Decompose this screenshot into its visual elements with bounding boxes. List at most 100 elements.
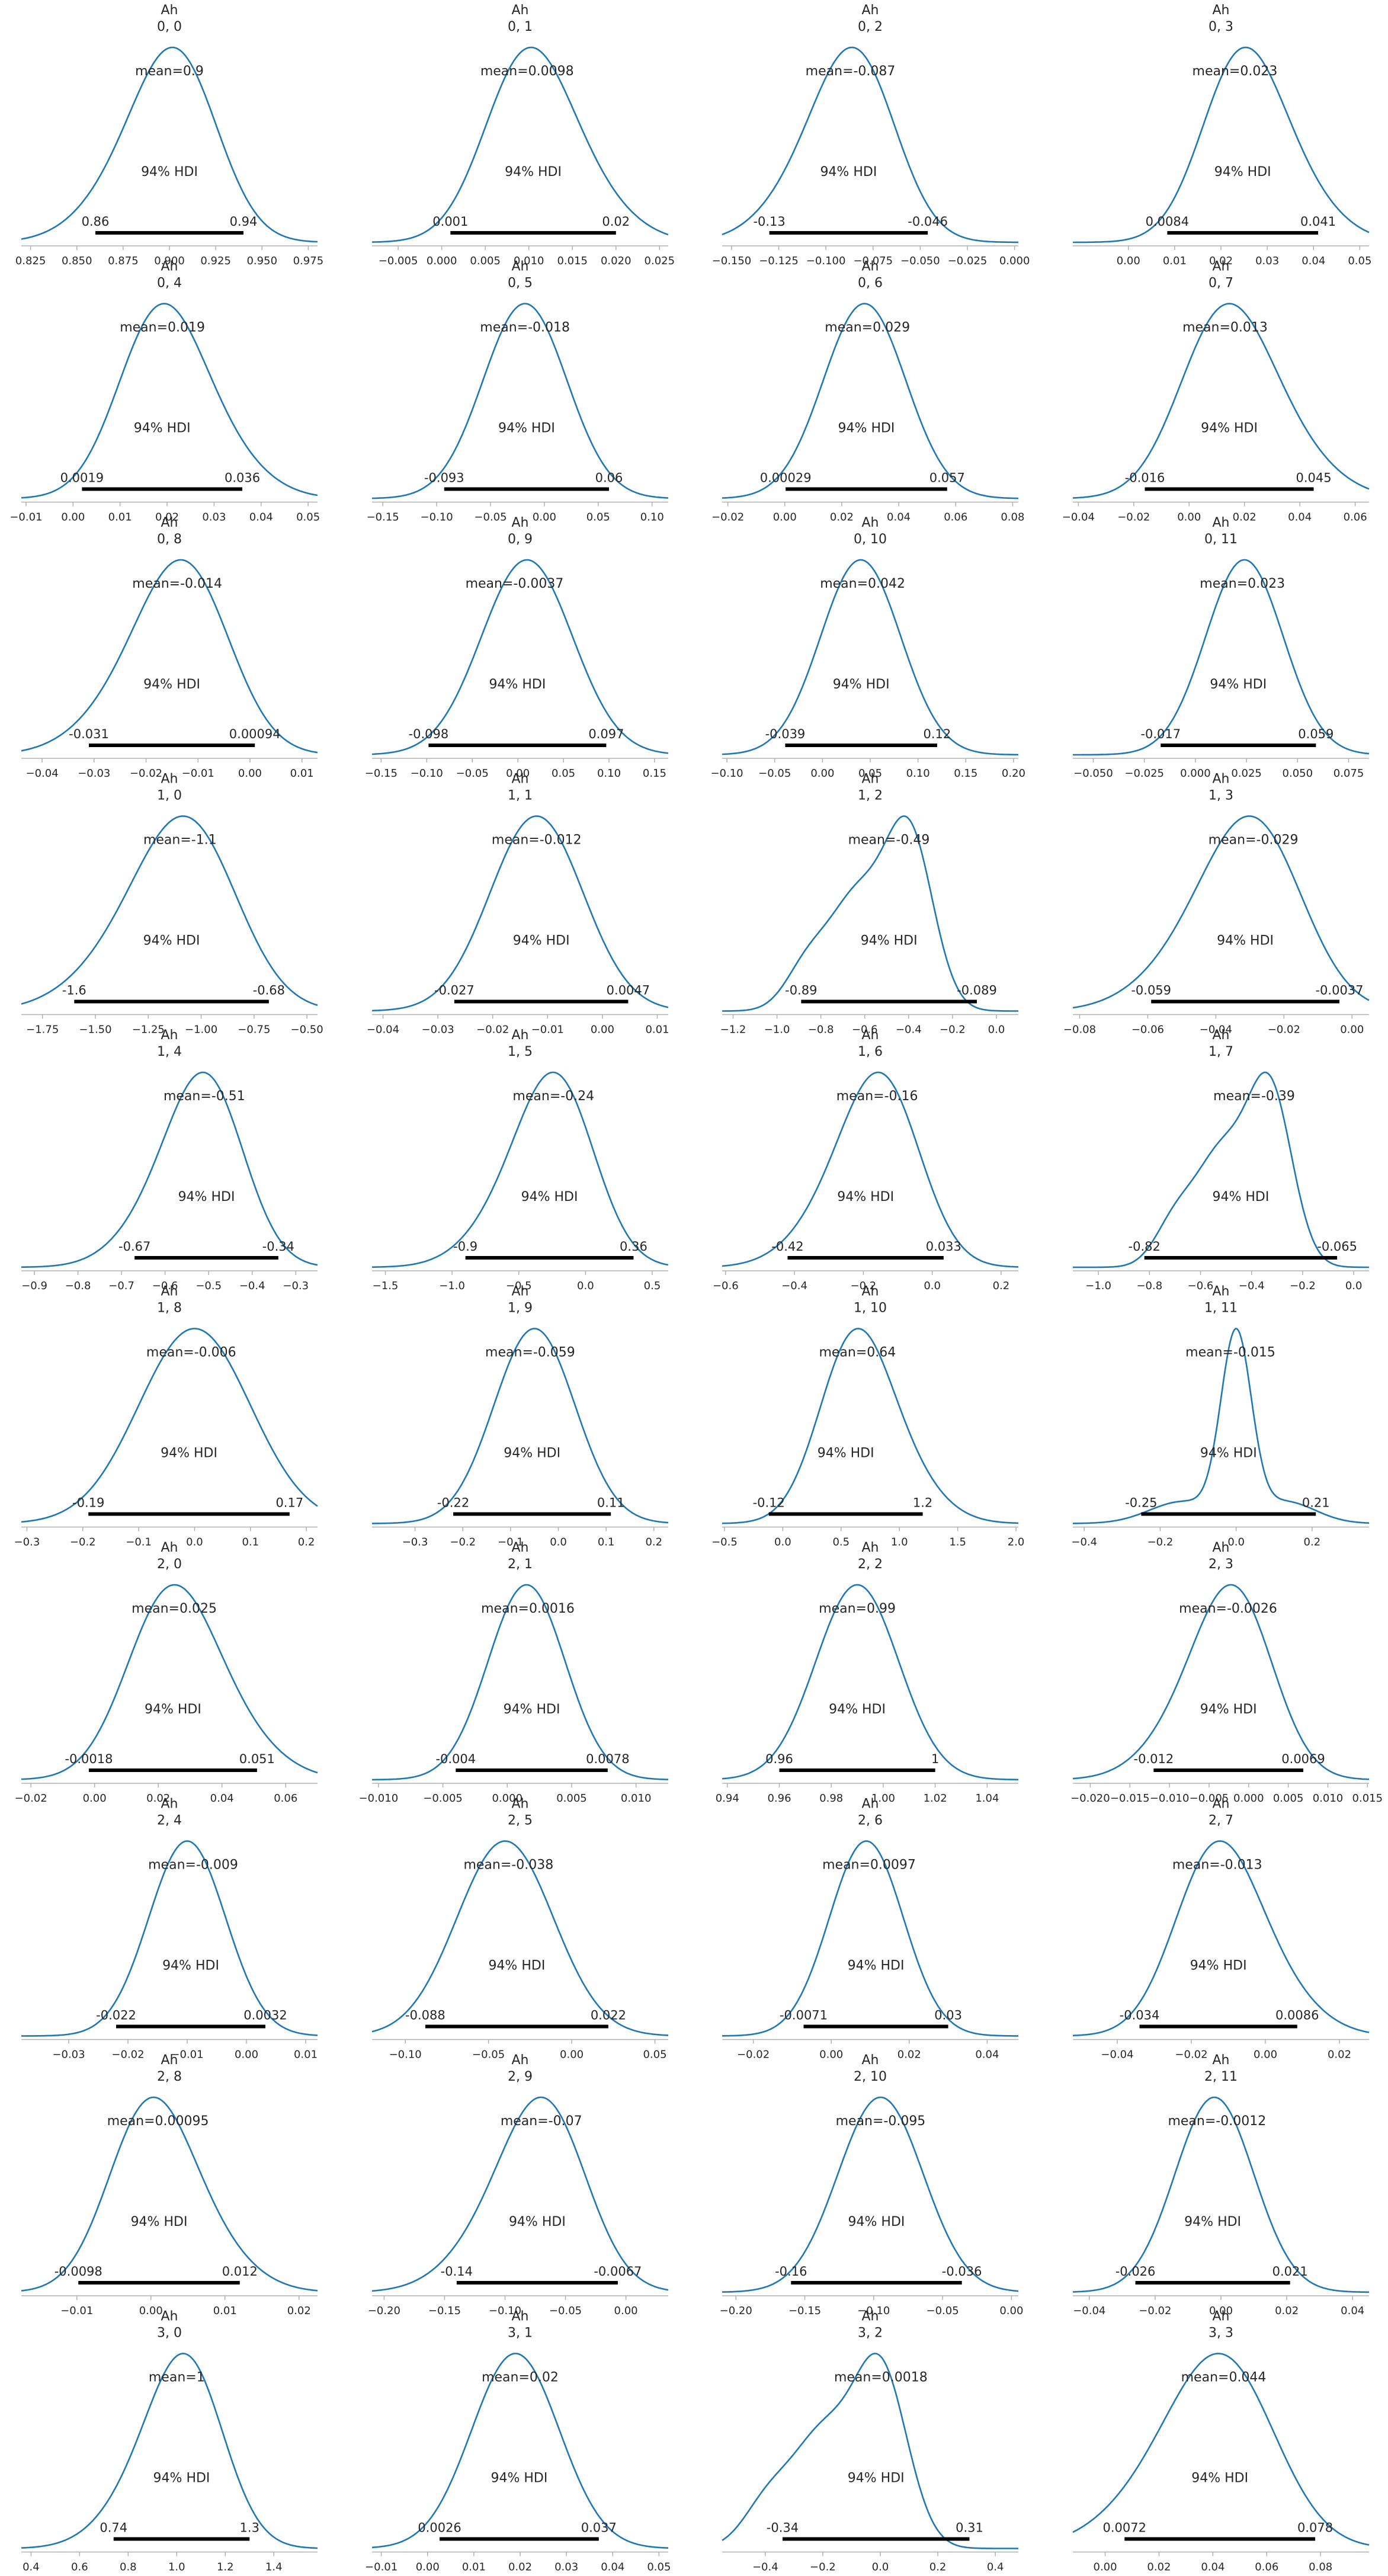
density-panel: Ah 1, 3 mean=-0.029 94% HDI -0.059 -0.0037 −0.… — [1063, 772, 1370, 1036]
hdi-label: 94% HDI — [848, 2471, 905, 2486]
hdi-label: 94% HDI — [1217, 934, 1274, 949]
density-curve — [372, 46, 669, 243]
panel-var-title: Ah — [512, 3, 529, 18]
hdi-upper-label: 0.0078 — [586, 1752, 629, 1766]
density-curve — [722, 1071, 1019, 1268]
density-panel: Ah 0, 2 mean=-0.087 94% HDI -0.13 -0.046 −0.15… — [712, 3, 1030, 267]
x-tick-label: −0.125 — [759, 255, 799, 267]
hdi-upper-label: 0.059 — [1298, 727, 1333, 741]
x-tick-label: 0.015 — [557, 255, 588, 267]
mean-label: mean=0.0097 — [822, 1858, 916, 1873]
panel-coords-title: 0, 1 — [508, 20, 533, 34]
x-tick-label: 0.0 — [988, 1024, 1005, 1036]
x-tick-label: −0.03 — [78, 767, 110, 780]
hdi-label: 94% HDI — [1200, 1702, 1257, 1717]
density-curve — [371, 303, 669, 499]
panel-var-title: Ah — [512, 1797, 529, 1812]
panel-coords-title: 0, 11 — [1204, 532, 1238, 547]
x-tick-label: −0.2 — [940, 1024, 966, 1036]
x-tick-label: −0.02 — [1175, 2049, 1207, 2061]
panel-var-title: Ah — [512, 2053, 529, 2068]
x-tick-label: −0.2 — [810, 2561, 836, 2574]
density-panel: Ah 2, 6 mean=0.0097 94% HDI -0.0071 0.03 −0.02… — [722, 1797, 1018, 2061]
x-tick-label: −0.6 — [852, 1024, 878, 1036]
hdi-upper-label: 0.0086 — [1275, 2008, 1319, 2023]
x-tick-label: 0.04 — [210, 1792, 234, 1805]
panel-coords-title: 1, 11 — [1204, 1301, 1238, 1316]
x-tick-label: 0.015 — [1352, 1792, 1383, 1805]
mean-label: mean=-0.087 — [806, 64, 896, 79]
x-tick-label: 0.04 — [249, 511, 273, 524]
x-tick-label: 0.04 — [601, 2561, 624, 2574]
x-tick-label: −0.06 — [1131, 1024, 1164, 1036]
mean-label: mean=0.019 — [120, 321, 205, 335]
x-tick-label: −0.10 — [710, 767, 743, 780]
x-tick-label: 0.010 — [514, 255, 544, 267]
density-panel: Ah 1, 8 mean=-0.006 94% HDI -0.19 0.17 −0.3 −0.… — [14, 1284, 318, 1549]
x-tick-label: −1.00 — [185, 1024, 217, 1036]
x-tick-label: 0.6 — [71, 2561, 88, 2574]
mean-label: mean=0.02 — [482, 2370, 559, 2385]
x-tick-label: 0.1 — [242, 1536, 259, 1549]
x-tick-label: −0.8 — [808, 1024, 834, 1036]
x-tick-label: −0.8 — [1136, 1280, 1162, 1292]
x-tick-label: 0.06 — [1344, 511, 1367, 524]
density-curve — [1073, 46, 1370, 243]
x-tick-label: 0.94 — [716, 1792, 739, 1805]
x-tick-label: −0.010 — [359, 1792, 399, 1805]
hdi-lower-label: -0.059 — [1131, 983, 1171, 998]
x-tick-label: −1.50 — [79, 1024, 111, 1036]
hdi-upper-label: 1.2 — [913, 1496, 932, 1510]
x-tick-label: 0.0 — [550, 1536, 567, 1549]
density-curve — [21, 559, 318, 754]
x-tick-label: −0.020 — [1070, 1792, 1110, 1805]
hdi-label: 94% HDI — [161, 1446, 217, 1461]
x-tick-label: −0.03 — [52, 2049, 85, 2061]
x-tick-label: −0.05 — [549, 2305, 582, 2317]
hdi-lower-label: 0.74 — [100, 2521, 127, 2535]
panel-coords-title: 2, 6 — [858, 1814, 883, 1828]
density-panel: Ah 1, 5 mean=-0.24 94% HDI -0.9 0.36 −1.5 −1.0 −… — [372, 1028, 669, 1292]
x-tick-label: −0.05 — [472, 2049, 505, 2061]
hdi-lower-label: -0.34 — [767, 2521, 799, 2535]
hdi-label: 94% HDI — [818, 1446, 874, 1461]
hdi-lower-label: -0.098 — [409, 727, 449, 741]
hdi-lower-label: -0.034 — [1120, 2008, 1160, 2023]
x-tick-label: −1.0 — [764, 1024, 790, 1036]
density-curve — [722, 303, 1019, 499]
x-tick-label: 0.08 — [1309, 2561, 1332, 2574]
density-curve — [1072, 2353, 1370, 2546]
density-curve — [1072, 303, 1370, 499]
x-tick-label: 0.02 — [1328, 2049, 1351, 2061]
density-panel: Ah2, 8 mean=0.00095 94% HDI -0.0098 0.012 −0.… — [21, 2053, 318, 2317]
panel-var-title: Ah — [161, 3, 178, 18]
mean-label: mean=0.64 — [819, 1345, 896, 1360]
x-tick-label: 0.050 — [1283, 767, 1313, 780]
density-panel: Ah2, 11 mean=-0.0012 94% HDI -0.026 0.021 −0.… — [1072, 2053, 1369, 2317]
x-tick-label: 0.00 — [533, 511, 556, 524]
hdi-lower-label: -0.42 — [771, 1239, 803, 1254]
x-tick-label: −0.02 — [476, 1024, 509, 1036]
x-tick-label: −0.75 — [238, 1024, 270, 1036]
panel-var-title: Ah — [512, 2309, 529, 2324]
x-tick-label: 0.02 — [1233, 511, 1256, 524]
x-tick-label: 0.04 — [1302, 255, 1325, 267]
x-tick-label: 0.04 — [1288, 511, 1312, 524]
panel-var-title: Ah — [512, 772, 529, 787]
panel-coords-title: 3, 0 — [157, 2326, 182, 2341]
hdi-label: 94% HDI — [145, 1702, 201, 1717]
panel-var-title: Ah — [1213, 1540, 1230, 1555]
hdi-upper-label: 0.21 — [1302, 1496, 1330, 1510]
x-tick-label: 0.03 — [554, 2561, 578, 2574]
mean-label: mean=-0.029 — [1209, 833, 1299, 848]
x-tick-label: 0.010 — [1313, 1792, 1344, 1805]
hdi-lower-label: -0.14 — [441, 2264, 473, 2279]
hdi-label: 94% HDI — [153, 2471, 210, 2486]
mean-label: mean=-0.0012 — [1168, 2114, 1266, 2129]
x-tick-label: −0.025 — [948, 255, 988, 267]
x-tick-label: −0.02 — [15, 1792, 47, 1805]
mean-label: mean=0.99 — [819, 1601, 896, 1616]
x-tick-label: 0.00 — [1177, 511, 1201, 524]
x-tick-label: −0.7 — [108, 1280, 134, 1292]
mean-label: mean=1 — [149, 2370, 205, 2385]
